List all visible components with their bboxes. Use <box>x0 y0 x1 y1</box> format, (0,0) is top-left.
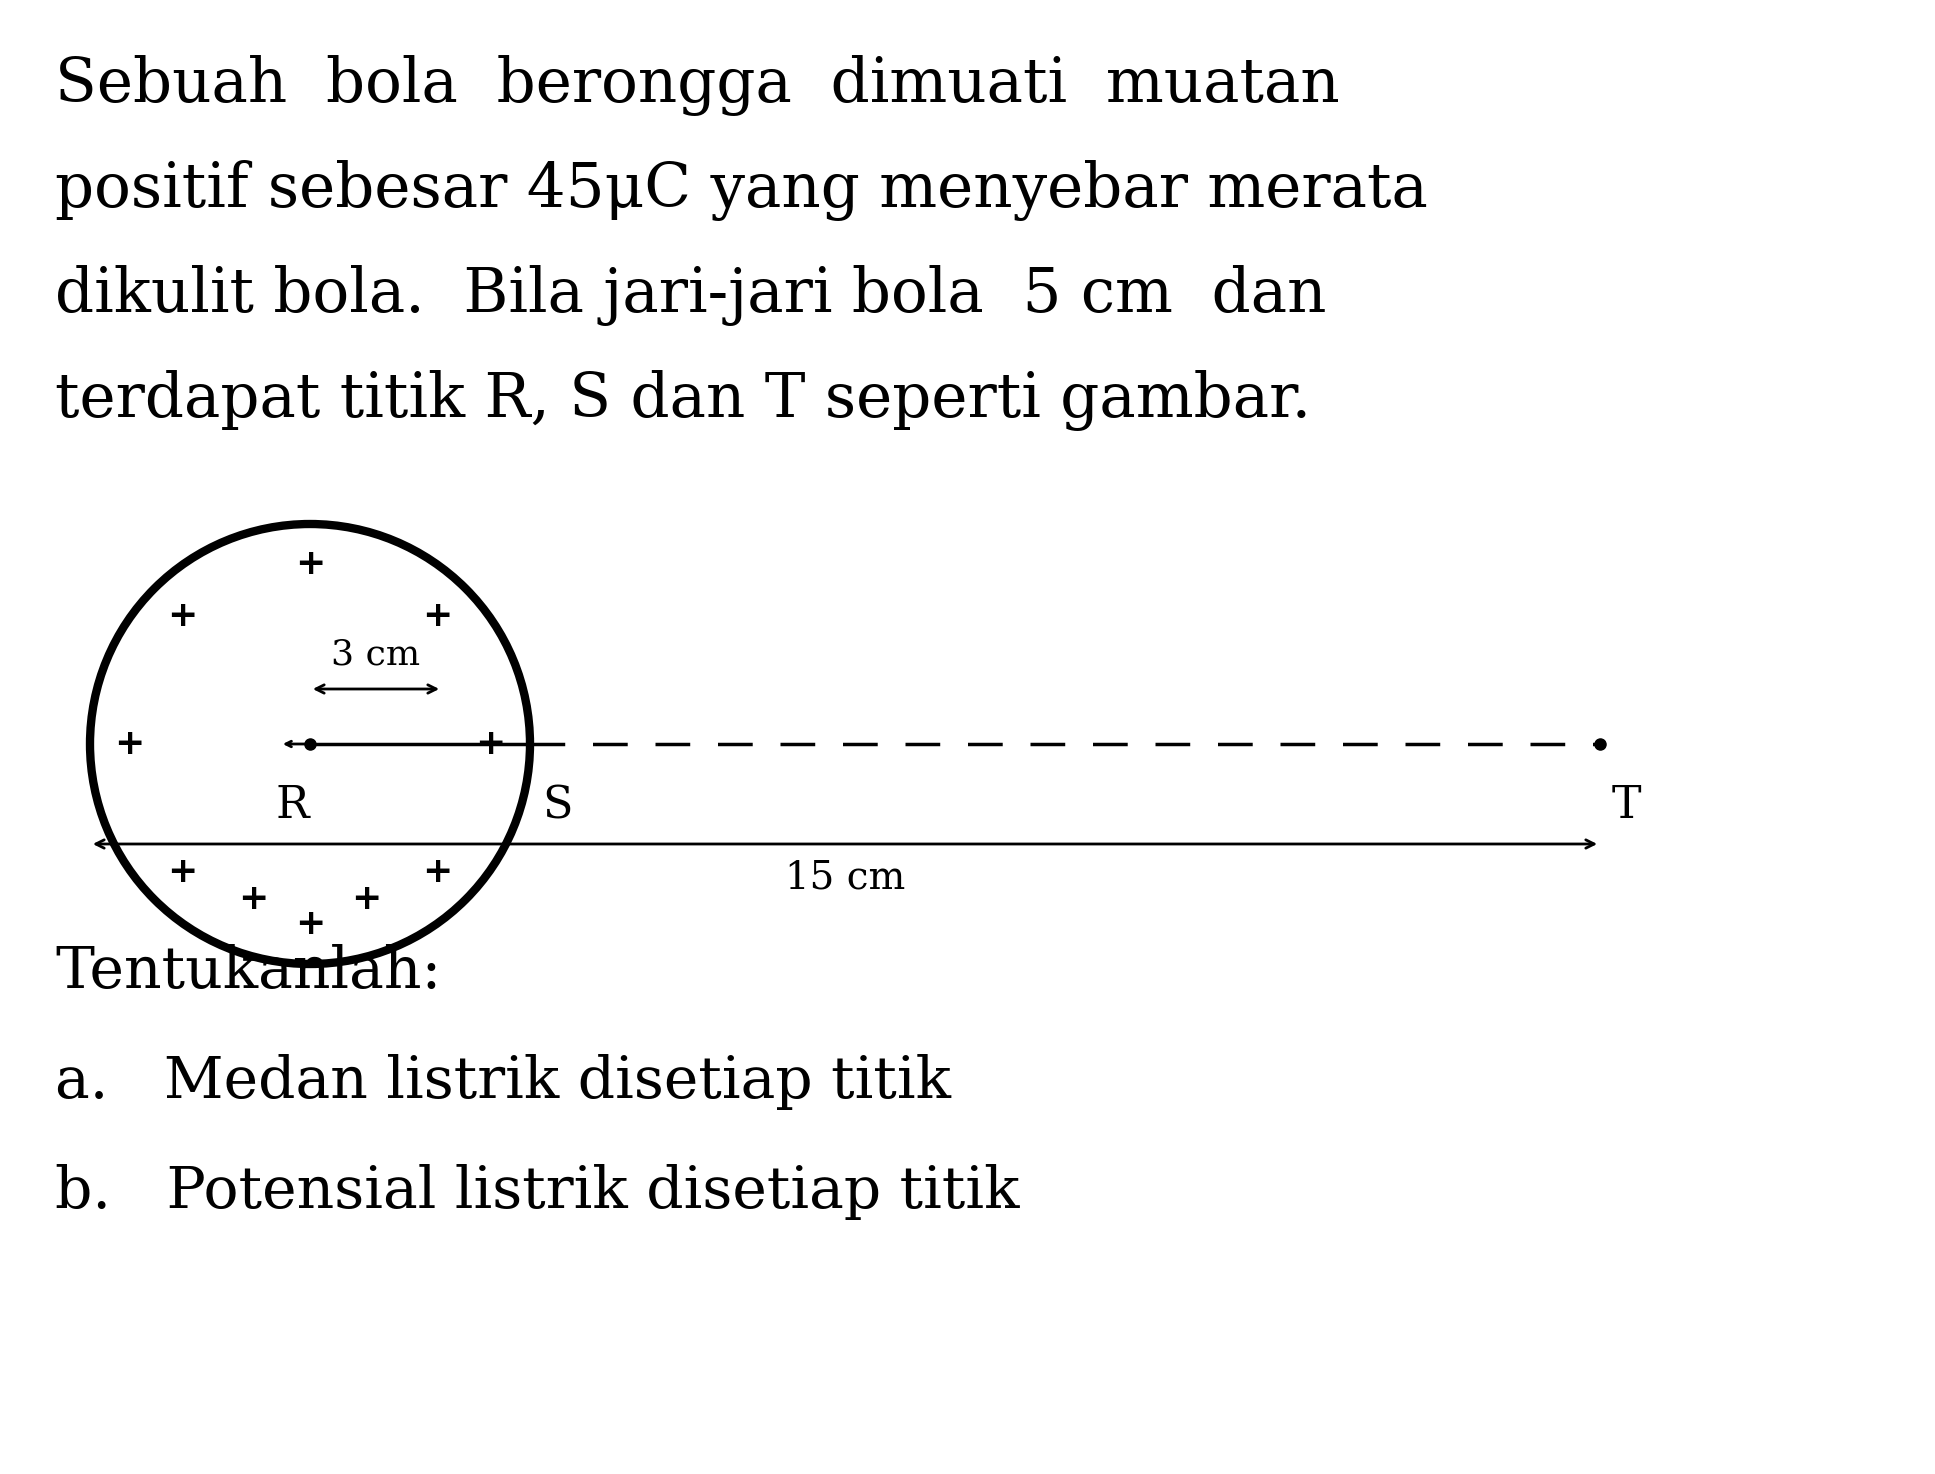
Text: 15 cm: 15 cm <box>786 859 906 896</box>
Text: dikulit bola.  Bila jari-jari bola  5 cm  dan: dikulit bola. Bila jari-jari bola 5 cm d… <box>54 265 1327 326</box>
Text: T: T <box>1612 784 1641 827</box>
Text: Tentukanlah:: Tentukanlah: <box>54 943 441 999</box>
Text: +: + <box>166 855 197 889</box>
Text: S: S <box>542 784 573 827</box>
Text: +: + <box>166 600 197 634</box>
Text: 3 cm: 3 cm <box>331 637 420 671</box>
Text: a.   Medan listrik disetiap titik: a. Medan listrik disetiap titik <box>54 1054 950 1110</box>
Text: +: + <box>422 600 453 634</box>
Text: R: R <box>275 784 310 827</box>
Text: terdapat titik R, S dan T seperti gambar.: terdapat titik R, S dan T seperti gambar… <box>54 370 1312 430</box>
Text: +: + <box>422 855 453 889</box>
Text: +: + <box>476 727 505 761</box>
Text: b.   Potensial listrik disetiap titik: b. Potensial listrik disetiap titik <box>54 1164 1020 1220</box>
Text: +: + <box>294 547 325 581</box>
Text: +: + <box>114 727 145 761</box>
Text: positif sebesar 45μC yang menyebar merata: positif sebesar 45μC yang menyebar merat… <box>54 161 1428 221</box>
Text: +: + <box>294 908 325 942</box>
Text: +: + <box>238 881 269 915</box>
Text: Sebuah  bola  berongga  dimuati  muatan: Sebuah bola berongga dimuati muatan <box>54 55 1339 116</box>
Text: +: + <box>352 881 381 915</box>
